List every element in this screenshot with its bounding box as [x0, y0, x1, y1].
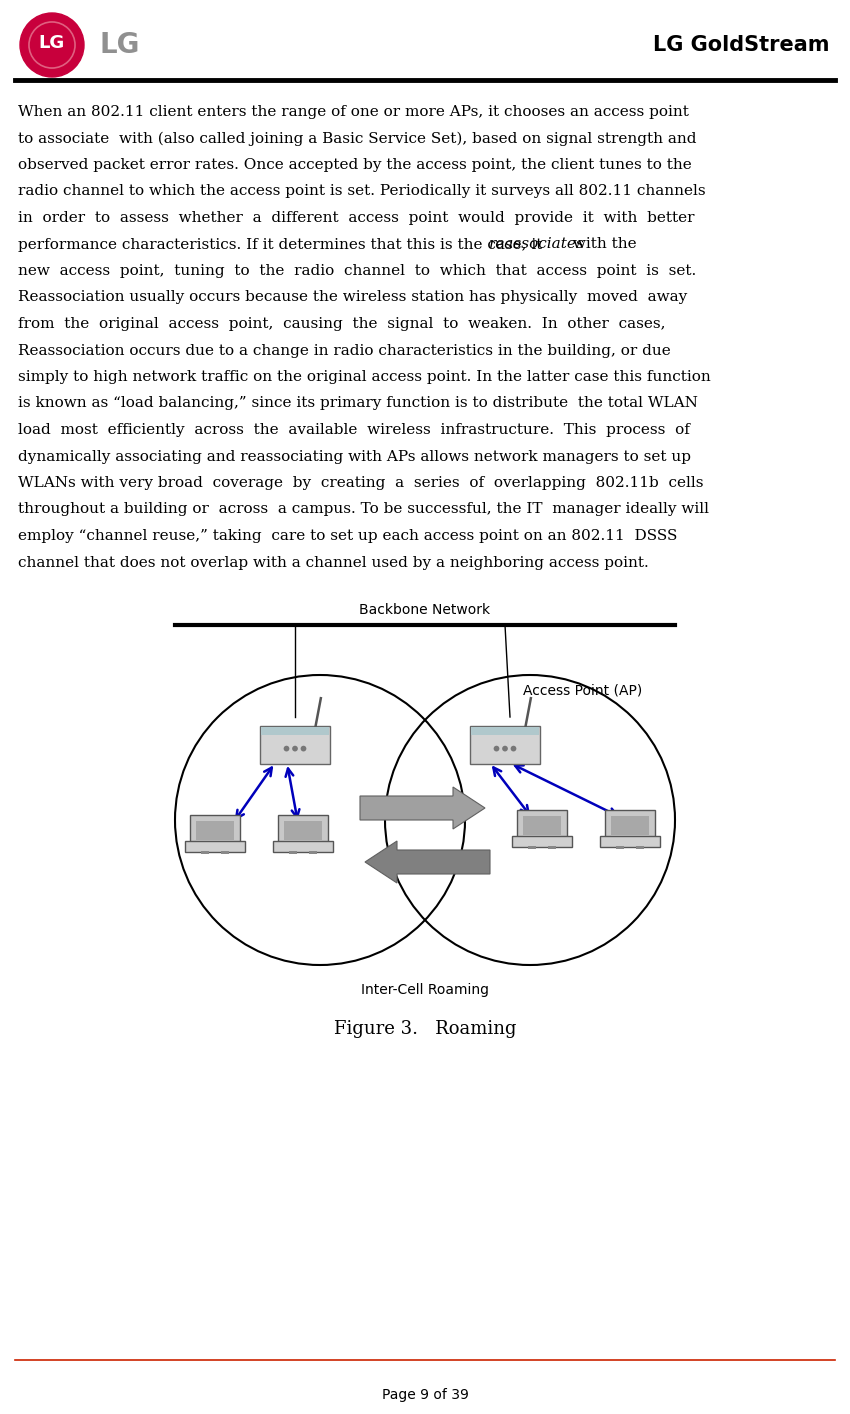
Text: from  the  original  access  point,  causing  the  signal  to  weaken.  In  othe: from the original access point, causing … [18, 317, 666, 331]
Text: WLANs with very broad  coverage  by  creating  a  series  of  overlapping  802.1: WLANs with very broad coverage by creati… [18, 477, 704, 491]
Circle shape [511, 745, 517, 751]
FancyBboxPatch shape [284, 822, 322, 840]
Text: Inter-Cell Roaming: Inter-Cell Roaming [361, 983, 489, 997]
FancyBboxPatch shape [518, 810, 566, 839]
Text: with the: with the [568, 238, 637, 252]
FancyBboxPatch shape [185, 841, 245, 853]
Text: employ “channel reuse,” taking  care to set up each access point on an 802.11  D: employ “channel reuse,” taking care to s… [18, 529, 677, 543]
FancyBboxPatch shape [201, 851, 209, 854]
FancyBboxPatch shape [528, 846, 536, 850]
Text: When an 802.11 client enters the range of one or more APs, it chooses an access : When an 802.11 client enters the range o… [18, 105, 688, 119]
FancyBboxPatch shape [196, 822, 234, 840]
Text: Reassociation usually occurs because the wireless station has physically  moved : Reassociation usually occurs because the… [18, 290, 688, 304]
Text: Page 9 of 39: Page 9 of 39 [382, 1389, 468, 1403]
Text: Backbone Network: Backbone Network [360, 602, 490, 617]
Text: LG: LG [39, 34, 65, 52]
Text: observed packet error rates. Once accepted by the access point, the client tunes: observed packet error rates. Once accept… [18, 158, 692, 173]
Circle shape [502, 745, 508, 751]
FancyBboxPatch shape [616, 846, 624, 850]
FancyBboxPatch shape [261, 727, 329, 735]
Circle shape [284, 745, 289, 751]
FancyBboxPatch shape [547, 846, 556, 850]
Text: new  access  point,  tuning  to  the  radio  channel  to  which  that  access  p: new access point, tuning to the radio ch… [18, 264, 696, 279]
FancyBboxPatch shape [260, 725, 330, 764]
Text: in  order  to  assess  whether  a  different  access  point  would  provide  it : in order to assess whether a different a… [18, 211, 694, 225]
Text: channel that does not overlap with a channel used by a neighboring access point.: channel that does not overlap with a cha… [18, 556, 649, 570]
Text: LG: LG [100, 31, 140, 59]
Text: is known as “load balancing,” since its primary function is to distribute  the t: is known as “load balancing,” since its … [18, 396, 698, 410]
Circle shape [292, 745, 298, 751]
FancyBboxPatch shape [309, 851, 317, 854]
Text: performance characteristics. If it determines that this is the case, it: performance characteristics. If it deter… [18, 238, 547, 252]
FancyBboxPatch shape [221, 851, 229, 854]
FancyBboxPatch shape [273, 841, 333, 853]
Text: throughout a building or  across  a campus. To be successful, the IT  manager id: throughout a building or across a campus… [18, 502, 709, 516]
FancyBboxPatch shape [512, 836, 572, 847]
FancyBboxPatch shape [470, 725, 540, 764]
Circle shape [301, 745, 306, 751]
FancyArrow shape [365, 841, 490, 882]
FancyBboxPatch shape [605, 810, 654, 839]
FancyBboxPatch shape [600, 836, 660, 847]
FancyBboxPatch shape [611, 816, 649, 834]
Text: LG GoldStream: LG GoldStream [654, 35, 830, 55]
Text: reassociates: reassociates [490, 238, 585, 252]
Text: Figure 3.   Roaming: Figure 3. Roaming [334, 1019, 516, 1038]
Text: simply to high network traffic on the original access point. In the latter case : simply to high network traffic on the or… [18, 370, 711, 385]
FancyArrow shape [360, 788, 485, 829]
Text: dynamically associating and reassociating with APs allows network managers to se: dynamically associating and reassociatin… [18, 450, 691, 464]
Text: Reassociation occurs due to a change in radio characteristics in the building, o: Reassociation occurs due to a change in … [18, 344, 671, 358]
FancyBboxPatch shape [523, 816, 561, 834]
FancyBboxPatch shape [289, 851, 297, 854]
Text: Access Point (AP): Access Point (AP) [523, 683, 643, 697]
FancyBboxPatch shape [636, 846, 643, 850]
FancyBboxPatch shape [190, 814, 240, 844]
FancyBboxPatch shape [279, 814, 327, 844]
Text: radio channel to which the access point is set. Periodically it surveys all 802.: radio channel to which the access point … [18, 184, 706, 198]
Text: load  most  efficiently  across  the  available  wireless  infrastructure.  This: load most efficiently across the availab… [18, 423, 690, 437]
Circle shape [20, 13, 84, 76]
FancyBboxPatch shape [471, 727, 539, 735]
Circle shape [494, 745, 500, 751]
Text: to associate  with (also called joining a Basic Service Set), based on signal st: to associate with (also called joining a… [18, 132, 696, 146]
